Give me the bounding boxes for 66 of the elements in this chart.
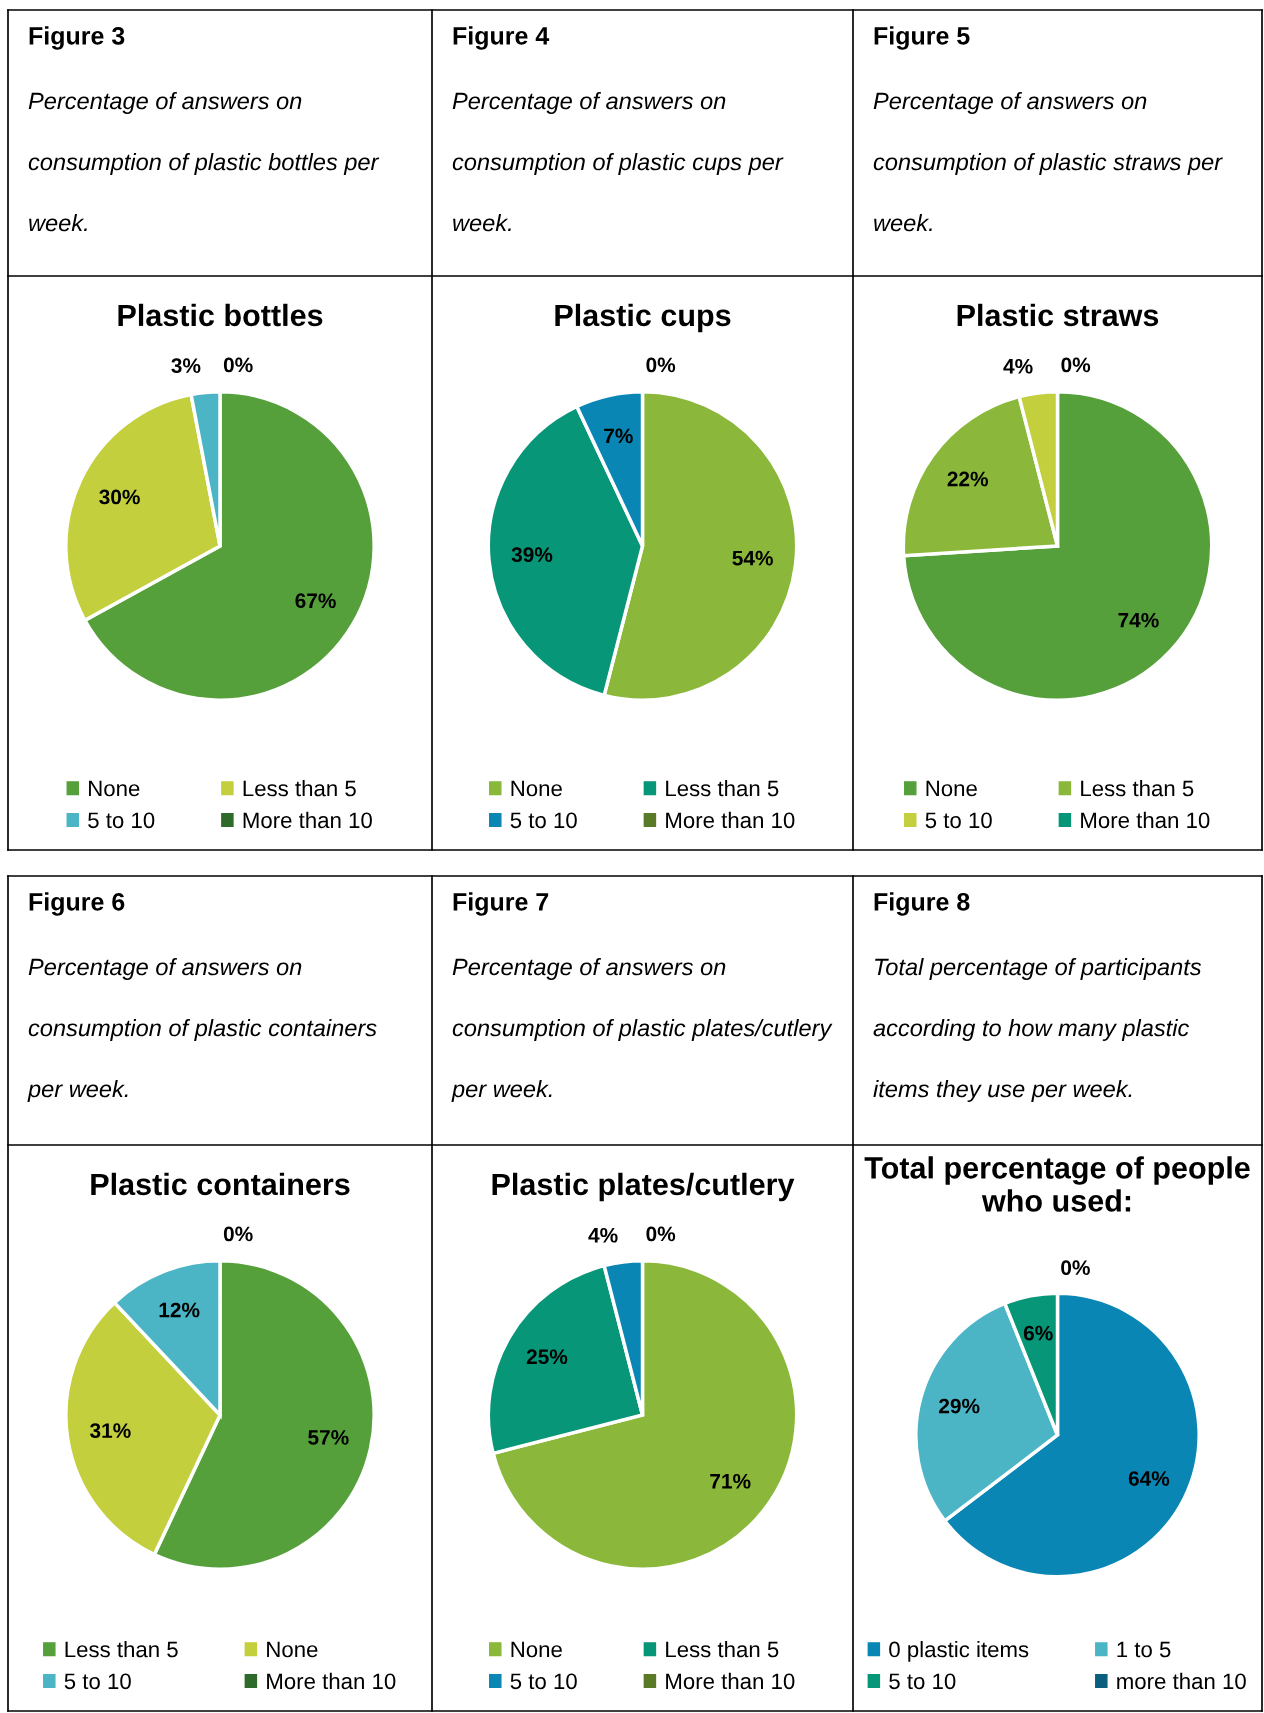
caption: Figure 7 [453,892,549,916]
data-label: 25% [526,1349,568,1365]
data-label: 30% [99,489,140,505]
text: Percentage of answers on consumption of plastic containers per week. [27,957,377,1103]
data-label: 54% [732,550,773,566]
text: 0% [646,1226,676,1242]
legend-label: more than 10 [1117,1672,1246,1690]
chart-title: Plastic plates/cutlery [492,1172,795,1202]
legend-label: Less than 5 [65,1641,178,1658]
legend-label: None [89,780,140,797]
text: Percentage of answers on consumption of plastic straws per week. [873,92,1223,232]
legend-label: None [511,1641,562,1658]
text: 0% [1061,357,1091,373]
caption: Figure 8 [874,892,970,916]
data-label: 57% [308,1430,349,1445]
text: Total percentage of participants according to how many plastic items they use per week. [873,957,1202,1103]
data-label: 67% [295,593,336,609]
data-label: 74% [1118,612,1159,628]
data-label: 3% [171,358,201,374]
text: Percentage of answers on consumption of plastic cups per week. [452,92,784,232]
legend-label: More than 10 [243,811,372,829]
legend-label: 0 plastic items [889,1641,1029,1662]
legend-label: 5 to 10 [889,1673,956,1690]
text: Percentage of answers on consumption of plastic plates/cutlery per week. [451,957,833,1103]
legend-label: None [267,1641,318,1658]
caption: Figure 6 [29,892,125,916]
legend-label: 5 to 10 [510,1673,577,1690]
legend-label: Less than 5 [666,780,779,797]
data-label: 4% [588,1227,618,1243]
legend-label: More than 10 [666,811,795,829]
data-label: 29% [939,1398,980,1414]
legend-label: Less than 5 [1081,780,1194,797]
data-label: 71% [710,1473,751,1489]
legend-label: 5 to 10 [925,812,992,829]
chart-title: Plastic containers [91,1172,350,1196]
caption: Figure 3 [29,26,125,50]
text: 0% [223,357,253,373]
legend-label: None [926,780,977,797]
caption: Figure 4 [453,26,550,50]
text: 0% [223,1226,253,1242]
chart-title: Plastic bottles [118,303,323,327]
text: Percentage of answers on consumption of plastic bottles per week. [28,92,380,232]
data-label: 64% [1128,1471,1170,1486]
data-label: 4% [1003,358,1033,374]
legend-label: Less than 5 [666,1641,779,1658]
legend-label: 5 to 10 [88,812,155,829]
text: 0% [646,357,676,373]
data-label: 31% [90,1423,131,1438]
chart-title: Total percentage of people who used: [864,1156,1250,1212]
data-label: 22% [947,471,988,487]
legend-label: 1 to 5 [1117,1641,1171,1658]
legend-label: None [511,780,562,797]
legend-label: More than 10 [666,1672,795,1690]
chart-title: Plastic cups [555,303,731,333]
legend-label: More than 10 [267,1672,396,1690]
data-label: 12% [159,1302,200,1318]
text: 0% [1061,1260,1090,1276]
data-label: 39% [511,547,553,563]
data-label: 7% [604,428,633,444]
legend-label: 5 to 10 [510,812,577,829]
caption: Figure 5 [874,26,970,50]
legend-label: 5 to 10 [64,1673,131,1690]
chart-title: Plastic straws [957,303,1159,327]
data-label: 6% [1023,1325,1053,1341]
legend-label: More than 10 [1081,811,1210,829]
legend-label: Less than 5 [243,780,356,797]
